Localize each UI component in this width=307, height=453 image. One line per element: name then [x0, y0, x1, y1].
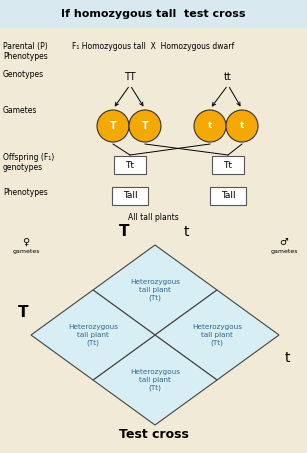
- Text: Heterozygous
tall plant
(Tt): Heterozygous tall plant (Tt): [68, 324, 118, 346]
- Text: Gametes: Gametes: [3, 106, 37, 115]
- Text: Offspring (F₁): Offspring (F₁): [3, 153, 54, 162]
- FancyBboxPatch shape: [114, 156, 146, 174]
- FancyBboxPatch shape: [112, 187, 148, 205]
- Text: tt: tt: [224, 72, 232, 82]
- Text: ♂: ♂: [280, 237, 288, 247]
- Text: Parental (P): Parental (P): [3, 42, 48, 51]
- Polygon shape: [93, 335, 217, 425]
- Ellipse shape: [97, 110, 129, 142]
- Text: If homozygous tall  test cross: If homozygous tall test cross: [61, 9, 246, 19]
- Text: TT: TT: [124, 72, 136, 82]
- Text: T: T: [110, 121, 116, 131]
- Text: T: T: [119, 224, 129, 239]
- Text: Heterozygous
tall plant
(Tt): Heterozygous tall plant (Tt): [130, 369, 180, 391]
- Text: gametes: gametes: [12, 249, 40, 254]
- Text: Tall: Tall: [123, 192, 137, 201]
- Polygon shape: [31, 290, 155, 380]
- Text: t: t: [208, 121, 212, 130]
- Text: Phenotypes: Phenotypes: [3, 188, 48, 197]
- Text: F₁ Homozygous tall  X  Homozygous dwarf: F₁ Homozygous tall X Homozygous dwarf: [72, 42, 234, 51]
- Text: Heterozygous
tall plant
(Tt): Heterozygous tall plant (Tt): [192, 324, 242, 346]
- Polygon shape: [155, 290, 279, 380]
- Text: Genotypes: Genotypes: [3, 70, 44, 79]
- Text: Heterozygous
tall plant
(Tt): Heterozygous tall plant (Tt): [130, 279, 180, 301]
- FancyBboxPatch shape: [0, 0, 307, 28]
- FancyBboxPatch shape: [212, 156, 244, 174]
- Polygon shape: [93, 245, 217, 335]
- Text: t: t: [240, 121, 244, 130]
- Text: t: t: [183, 225, 189, 239]
- Text: T: T: [18, 305, 28, 320]
- FancyBboxPatch shape: [210, 187, 246, 205]
- Text: t: t: [284, 351, 290, 365]
- Text: T: T: [142, 121, 148, 131]
- Ellipse shape: [194, 110, 226, 142]
- Ellipse shape: [129, 110, 161, 142]
- Ellipse shape: [226, 110, 258, 142]
- Text: Tall: Tall: [221, 192, 235, 201]
- Text: ♀: ♀: [22, 237, 29, 247]
- Text: Tt: Tt: [223, 160, 232, 169]
- Text: Test cross: Test cross: [119, 429, 188, 442]
- Text: gametes: gametes: [270, 249, 298, 254]
- Text: All tall plants: All tall plants: [128, 213, 179, 222]
- Text: Phenotypes: Phenotypes: [3, 52, 48, 61]
- Text: Tt: Tt: [126, 160, 134, 169]
- Text: genotypes: genotypes: [3, 163, 43, 172]
